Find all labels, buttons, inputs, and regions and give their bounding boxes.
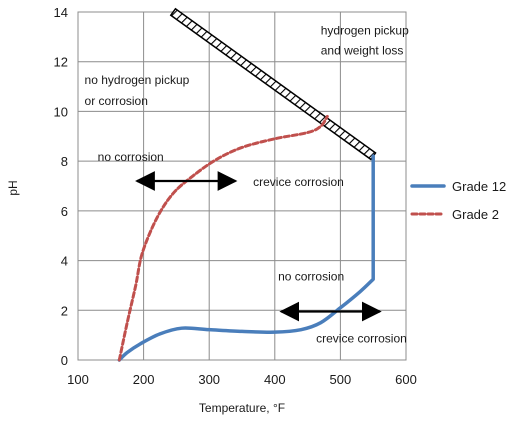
x-tick-label: 600 xyxy=(395,372,417,387)
y-tick-label: 8 xyxy=(61,154,68,169)
tick-layer: 100 200 300 400 500 600 0 2 4 6 8 10 12 14 xyxy=(54,5,417,387)
x-tick-label: 200 xyxy=(133,372,155,387)
legend-label: Grade 12 xyxy=(452,179,506,194)
y-tick-label: 4 xyxy=(61,254,68,269)
x-tick-label: 100 xyxy=(67,372,89,387)
annotation-label: crevice corrosion xyxy=(253,175,344,189)
annotation-label: and weight loss xyxy=(321,43,404,57)
y-axis-label: pH xyxy=(6,180,20,195)
legend: Grade 12 Grade 2 xyxy=(410,179,506,222)
plot-frame xyxy=(77,11,407,361)
y-tick-label: 6 xyxy=(61,204,68,219)
x-tick-label: 400 xyxy=(264,372,286,387)
y-tick-label: 14 xyxy=(54,5,68,20)
annotation-label: no corrosion xyxy=(278,269,344,283)
annotation-label: crevice corrosion xyxy=(316,332,407,346)
legend-label: Grade 2 xyxy=(452,207,499,222)
y-tick-label: 10 xyxy=(54,104,68,119)
y-tick-label: 2 xyxy=(61,303,68,318)
y-tick-label: 12 xyxy=(54,55,68,70)
x-tick-label: 300 xyxy=(198,372,220,387)
arrow-layer xyxy=(135,171,382,322)
annotation-label: or corrosion xyxy=(85,94,148,108)
annotation-label: hydrogen pickup xyxy=(321,23,409,37)
annotation-layer: hydrogen pickup and weight loss no hydroge… xyxy=(85,23,410,345)
x-tick-label: 500 xyxy=(330,372,352,387)
x-axis-label: Temperature, °F xyxy=(199,401,285,415)
annotation-label: no hydrogen pickup xyxy=(85,73,190,87)
y-tick-label: 0 xyxy=(61,353,68,368)
annotation-label: no corrosion xyxy=(98,150,164,164)
